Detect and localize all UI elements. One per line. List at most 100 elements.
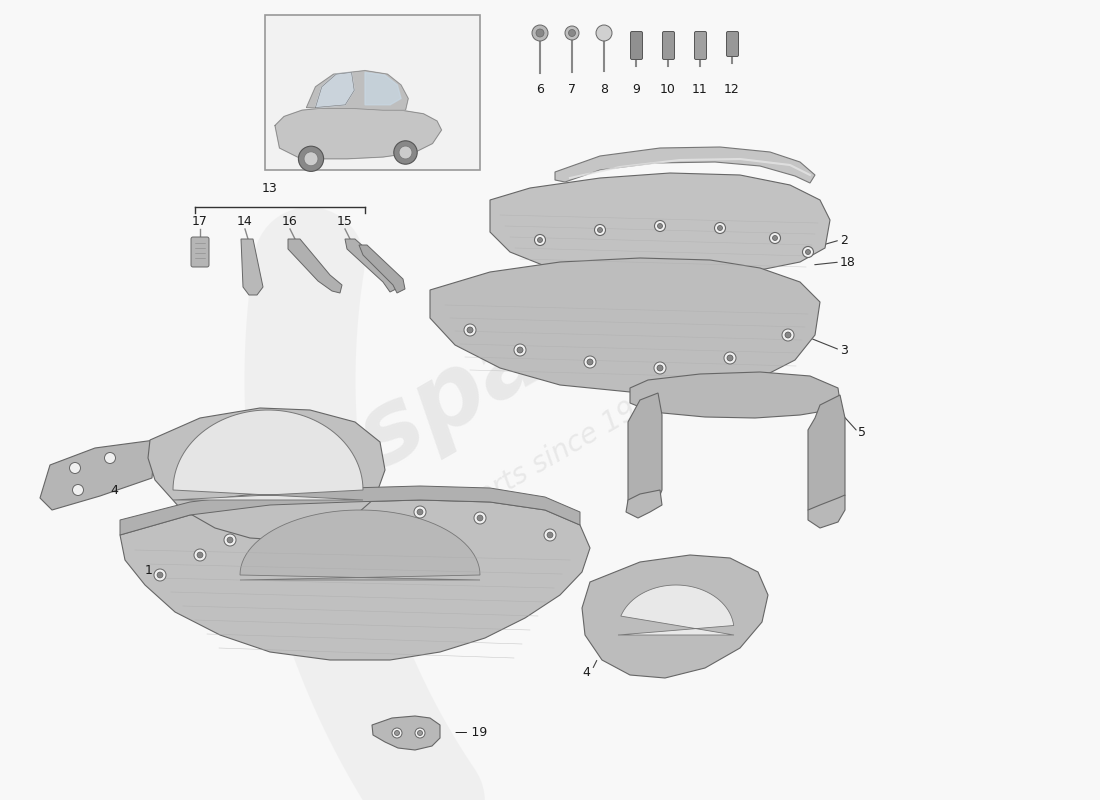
Polygon shape bbox=[372, 716, 440, 750]
Circle shape bbox=[587, 359, 593, 365]
Circle shape bbox=[770, 233, 781, 243]
Polygon shape bbox=[241, 239, 263, 295]
Text: 2: 2 bbox=[840, 234, 848, 246]
Text: 7: 7 bbox=[568, 83, 576, 96]
Circle shape bbox=[414, 506, 426, 518]
Circle shape bbox=[395, 730, 399, 735]
Circle shape bbox=[532, 25, 548, 41]
FancyBboxPatch shape bbox=[726, 31, 738, 57]
Circle shape bbox=[657, 365, 663, 371]
Circle shape bbox=[805, 250, 811, 254]
FancyBboxPatch shape bbox=[694, 31, 706, 59]
Polygon shape bbox=[628, 393, 662, 512]
Circle shape bbox=[547, 532, 553, 538]
Circle shape bbox=[803, 246, 814, 258]
Circle shape bbox=[514, 344, 526, 356]
Polygon shape bbox=[626, 490, 662, 518]
Circle shape bbox=[394, 141, 417, 164]
Circle shape bbox=[304, 152, 318, 166]
Circle shape bbox=[227, 537, 233, 543]
Circle shape bbox=[464, 324, 476, 336]
Circle shape bbox=[392, 728, 402, 738]
Text: 15: 15 bbox=[337, 215, 353, 228]
Circle shape bbox=[715, 222, 726, 234]
FancyBboxPatch shape bbox=[662, 31, 674, 59]
Text: eurospares: eurospares bbox=[120, 216, 716, 616]
Circle shape bbox=[544, 529, 556, 541]
Circle shape bbox=[477, 515, 483, 521]
Circle shape bbox=[782, 329, 794, 341]
Polygon shape bbox=[40, 440, 155, 510]
Circle shape bbox=[417, 509, 424, 515]
Polygon shape bbox=[365, 72, 402, 105]
Text: 11: 11 bbox=[692, 83, 708, 96]
Circle shape bbox=[536, 29, 544, 37]
Text: 3: 3 bbox=[840, 343, 848, 357]
Polygon shape bbox=[808, 395, 845, 518]
Circle shape bbox=[224, 534, 236, 546]
Circle shape bbox=[418, 730, 422, 735]
Polygon shape bbox=[630, 372, 840, 418]
Polygon shape bbox=[275, 107, 441, 158]
Polygon shape bbox=[307, 70, 408, 110]
Circle shape bbox=[415, 728, 425, 738]
Circle shape bbox=[724, 352, 736, 364]
Text: 12: 12 bbox=[724, 83, 740, 96]
Circle shape bbox=[535, 234, 546, 246]
Text: 1: 1 bbox=[145, 563, 153, 577]
Polygon shape bbox=[120, 500, 590, 660]
FancyBboxPatch shape bbox=[630, 31, 642, 59]
Text: 16: 16 bbox=[282, 215, 298, 228]
Circle shape bbox=[468, 327, 473, 333]
Circle shape bbox=[727, 355, 733, 361]
Circle shape bbox=[298, 146, 323, 171]
Circle shape bbox=[194, 549, 206, 561]
Text: 5: 5 bbox=[858, 426, 866, 438]
Circle shape bbox=[772, 235, 778, 241]
Text: a passion for parts since 1985: a passion for parts since 1985 bbox=[295, 379, 673, 613]
Circle shape bbox=[654, 362, 666, 374]
Circle shape bbox=[154, 569, 166, 581]
Polygon shape bbox=[490, 173, 830, 278]
Circle shape bbox=[69, 462, 80, 474]
Text: 17: 17 bbox=[192, 215, 208, 228]
Circle shape bbox=[157, 572, 163, 578]
Polygon shape bbox=[618, 585, 734, 635]
Circle shape bbox=[584, 356, 596, 368]
Polygon shape bbox=[240, 510, 480, 580]
Text: 4: 4 bbox=[582, 666, 590, 678]
Text: — 19: — 19 bbox=[455, 726, 487, 739]
Circle shape bbox=[717, 226, 723, 230]
Text: 18: 18 bbox=[840, 255, 856, 269]
Circle shape bbox=[594, 225, 605, 235]
Circle shape bbox=[73, 485, 84, 495]
Polygon shape bbox=[556, 147, 815, 183]
Circle shape bbox=[565, 26, 579, 40]
Circle shape bbox=[538, 238, 542, 242]
Polygon shape bbox=[430, 258, 820, 392]
Circle shape bbox=[596, 25, 612, 41]
Polygon shape bbox=[148, 408, 385, 540]
Circle shape bbox=[654, 221, 666, 231]
Polygon shape bbox=[359, 245, 405, 293]
FancyBboxPatch shape bbox=[191, 237, 209, 267]
Circle shape bbox=[658, 223, 662, 229]
Polygon shape bbox=[120, 486, 580, 535]
Circle shape bbox=[197, 552, 204, 558]
Circle shape bbox=[517, 347, 522, 353]
Polygon shape bbox=[316, 72, 354, 107]
Circle shape bbox=[785, 332, 791, 338]
Polygon shape bbox=[288, 239, 342, 293]
Circle shape bbox=[474, 512, 486, 524]
Polygon shape bbox=[808, 495, 845, 528]
Polygon shape bbox=[345, 239, 400, 292]
Polygon shape bbox=[173, 410, 363, 500]
Circle shape bbox=[104, 453, 116, 463]
FancyBboxPatch shape bbox=[265, 15, 480, 170]
Text: 13: 13 bbox=[262, 182, 278, 195]
Circle shape bbox=[399, 146, 411, 159]
Polygon shape bbox=[582, 555, 768, 678]
Circle shape bbox=[569, 30, 575, 37]
Text: 10: 10 bbox=[660, 83, 675, 96]
Text: 8: 8 bbox=[600, 83, 608, 96]
